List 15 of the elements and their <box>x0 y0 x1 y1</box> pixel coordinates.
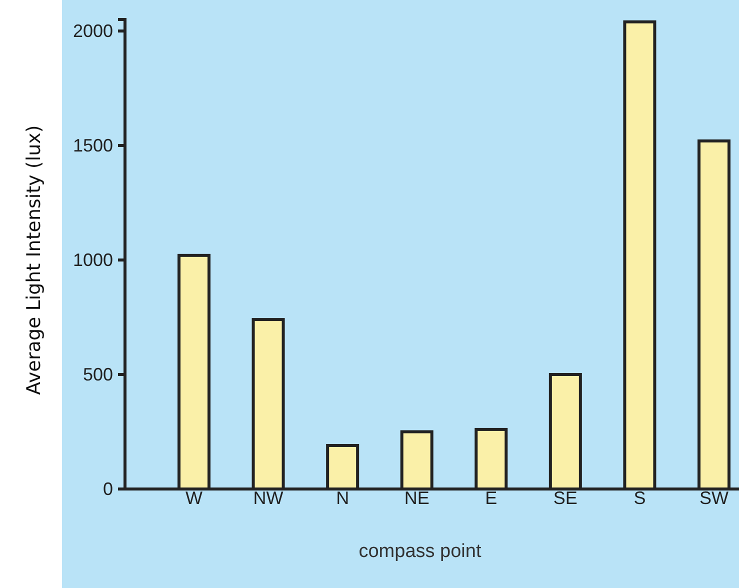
x-tick-label: E <box>485 488 498 508</box>
y-tick-label: 0 <box>102 478 113 499</box>
x-tick-label: NE <box>404 488 430 508</box>
x-tick-label: S <box>634 488 646 508</box>
y-tick-label: 2000 <box>72 20 113 41</box>
x-tick-label: SW <box>700 488 729 508</box>
x-tick-label: SE <box>553 488 578 508</box>
x-tick-label: W <box>186 488 202 508</box>
y-tick-label: 1500 <box>72 135 113 156</box>
y-tick-label: 1000 <box>72 250 113 270</box>
x-tick-label: N <box>336 488 350 508</box>
x-tick-label: NW <box>253 488 284 508</box>
y-tick-label: 500 <box>82 364 113 384</box>
x-axis-title: compass point <box>358 541 482 562</box>
y-axis-title: Average Light Intensity (lux) <box>23 125 45 395</box>
